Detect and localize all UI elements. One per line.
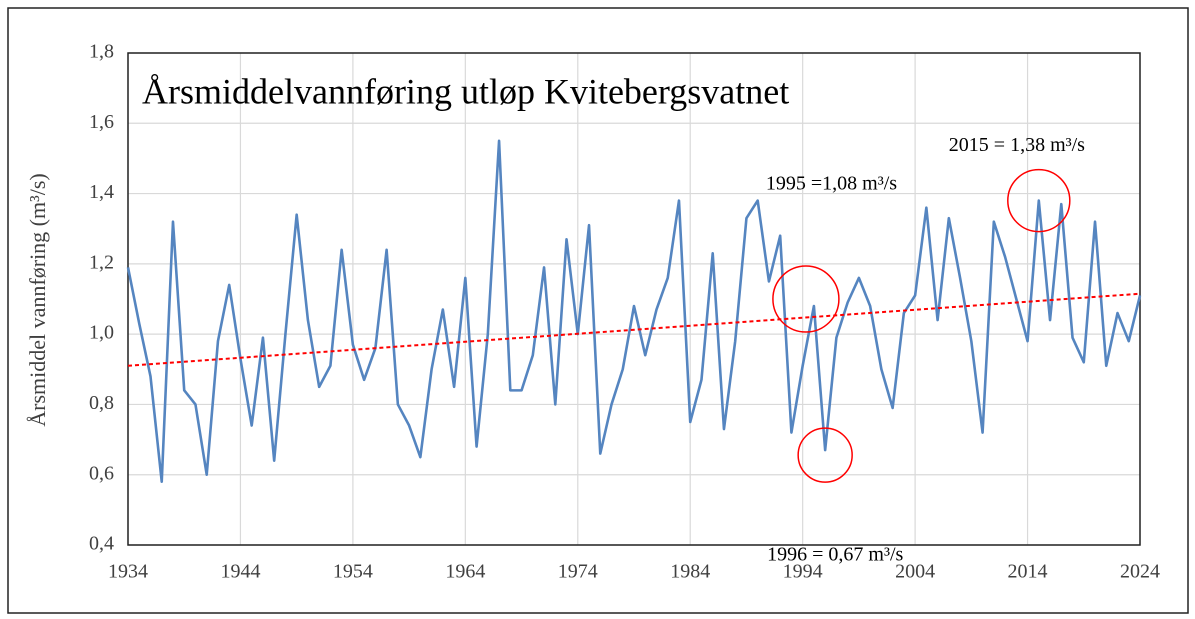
y-tick-label: 1,2 [89, 251, 114, 273]
x-tick-label: 1954 [333, 561, 373, 583]
annotation-text: 1995 =1,08 m³/s [766, 173, 897, 195]
frame [7, 7, 1189, 614]
annotation-text: 1996 = 0,67 m³/s [767, 544, 903, 566]
x-tick-label: 1944 [220, 561, 260, 583]
plot-border [127, 52, 1141, 546]
x-tick-label: 1964 [445, 561, 485, 583]
x-tick-label: 1934 [108, 561, 148, 583]
y-tick-label: 0,6 [89, 462, 114, 484]
y-tick-label: 0,8 [89, 392, 114, 414]
trend-line [127, 292, 1141, 367]
x-tick-label: 1984 [670, 561, 710, 583]
y-tick-label: 0,4 [89, 533, 114, 555]
annotation-circle [797, 427, 853, 483]
annotation-circle [1007, 168, 1071, 233]
y-tick-label: 1,4 [89, 181, 114, 203]
x-tick-label: 2024 [1120, 561, 1160, 583]
y-axis-label: Årsmiddel vannføring (m³/s) [25, 173, 50, 426]
x-tick-label: 2014 [1008, 561, 1048, 583]
chart-title: Årsmiddelvannføring utløp Kvitebergsvatn… [142, 71, 789, 111]
x-tick-label: 1974 [558, 561, 598, 583]
y-tick-label: 1,8 [89, 41, 114, 63]
annotation-text: 2015 = 1,38 m³/s [949, 134, 1085, 156]
annotation-circle [772, 265, 840, 333]
y-tick-label: 1,6 [89, 111, 114, 133]
y-tick-label: 1,0 [89, 322, 114, 344]
x-tick-label: 2004 [895, 561, 935, 583]
x-tick-label: 1994 [783, 561, 823, 583]
data-line [126, 139, 1142, 484]
